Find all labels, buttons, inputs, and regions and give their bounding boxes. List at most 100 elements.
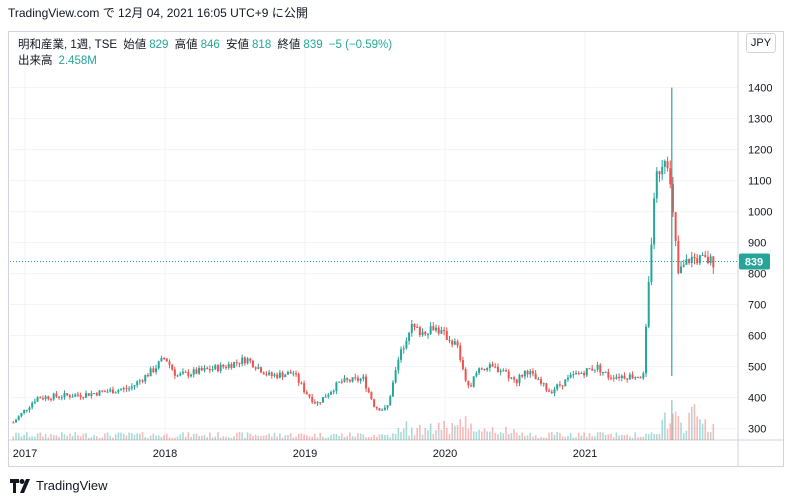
volume-bar <box>397 428 400 440</box>
volume-bar <box>346 435 348 440</box>
volume-bar <box>149 435 152 440</box>
volume-bar <box>211 437 214 440</box>
volume-bar <box>413 435 416 440</box>
candle-body <box>181 371 184 374</box>
candle-body <box>356 377 359 381</box>
candle-body <box>141 380 144 382</box>
volume-bar <box>556 432 558 440</box>
volume-bar <box>693 404 696 440</box>
candle-body <box>370 392 373 400</box>
candle-body <box>378 408 381 411</box>
candle-body <box>79 395 82 398</box>
candle-body <box>235 362 238 364</box>
candle-body <box>243 357 246 364</box>
candle-body <box>461 359 464 370</box>
volume-bar <box>626 434 628 440</box>
volume-bar <box>136 433 138 440</box>
volume-bar <box>510 432 513 440</box>
volume-bar <box>637 437 639 440</box>
volume-bar <box>257 435 260 440</box>
candle-body <box>545 383 548 391</box>
candle-body <box>426 333 429 335</box>
candle-body <box>669 168 672 185</box>
candle-body <box>367 388 370 393</box>
candle-body <box>297 373 300 383</box>
volume-bar <box>454 425 456 440</box>
candle-body <box>653 198 656 245</box>
candle-body <box>128 388 131 390</box>
volume-bar <box>340 433 343 440</box>
candle-body <box>39 397 42 399</box>
volume-bar <box>432 433 435 440</box>
high-label: 高値 <box>174 39 198 51</box>
volume-bar <box>227 437 230 440</box>
candle-body <box>698 255 701 264</box>
volume-bar <box>542 437 545 440</box>
candle-body <box>416 326 419 328</box>
candle-body <box>149 368 152 377</box>
volume-bar <box>249 433 252 440</box>
volume-bar <box>548 432 550 440</box>
candle-body <box>523 370 526 377</box>
candle-body <box>130 386 133 389</box>
volume-bar <box>316 437 319 440</box>
candle-body <box>496 366 499 373</box>
candle-body <box>152 368 155 373</box>
candle-body <box>623 375 626 379</box>
volume-bar <box>25 432 28 440</box>
volume-bar <box>499 432 502 440</box>
candle-body <box>249 358 252 361</box>
candle-body <box>138 380 141 382</box>
volume-bar <box>335 434 338 440</box>
volume-bar <box>483 428 486 440</box>
candle-body <box>596 364 599 370</box>
candle-body <box>55 393 58 397</box>
candle-body <box>82 397 85 399</box>
volume-bar <box>642 436 645 440</box>
footer-brand-text: TradingView <box>36 478 108 493</box>
y-tick-label: 800 <box>748 269 766 281</box>
volume-bar <box>155 435 157 440</box>
candle-body <box>362 376 365 379</box>
volume-bar <box>82 433 85 440</box>
volume-bar <box>674 411 677 440</box>
volume-bar <box>445 427 448 440</box>
volume-bar <box>607 434 610 440</box>
candle-body <box>17 416 20 420</box>
tradingview-logo-icon <box>10 478 30 493</box>
volume-bar <box>631 437 634 440</box>
candle-body <box>548 390 551 392</box>
volume-bar <box>268 433 270 440</box>
candle-body <box>666 161 669 169</box>
chart-frame[interactable] <box>8 31 784 467</box>
volume-bar <box>400 432 402 440</box>
volume-bar <box>419 424 421 440</box>
candle-body <box>451 340 454 345</box>
y-tick-label: 1400 <box>748 83 772 95</box>
volume-bar <box>526 435 529 440</box>
volume-bar <box>230 437 233 440</box>
volume-bar <box>174 437 176 440</box>
candle-body <box>173 369 176 376</box>
volume-bar <box>130 433 133 440</box>
candle-body <box>688 259 691 263</box>
candle-body <box>146 374 149 377</box>
volume-bar <box>545 437 548 440</box>
candle-body <box>74 394 77 397</box>
candle-body <box>50 399 53 401</box>
volume-bar <box>87 437 90 440</box>
candle-body <box>572 374 575 376</box>
volume-bar <box>332 433 335 440</box>
volume-bar <box>580 435 583 440</box>
candle-body <box>25 409 28 411</box>
volume-bar <box>77 435 79 440</box>
candle-body <box>480 368 483 370</box>
candle-body <box>71 396 74 398</box>
volume-bar <box>330 435 332 440</box>
volume-bar <box>478 429 480 440</box>
currency-button[interactable]: JPY <box>746 33 776 53</box>
candle-body <box>33 401 36 403</box>
volume-bar <box>572 437 575 440</box>
volume-bar <box>144 436 147 440</box>
